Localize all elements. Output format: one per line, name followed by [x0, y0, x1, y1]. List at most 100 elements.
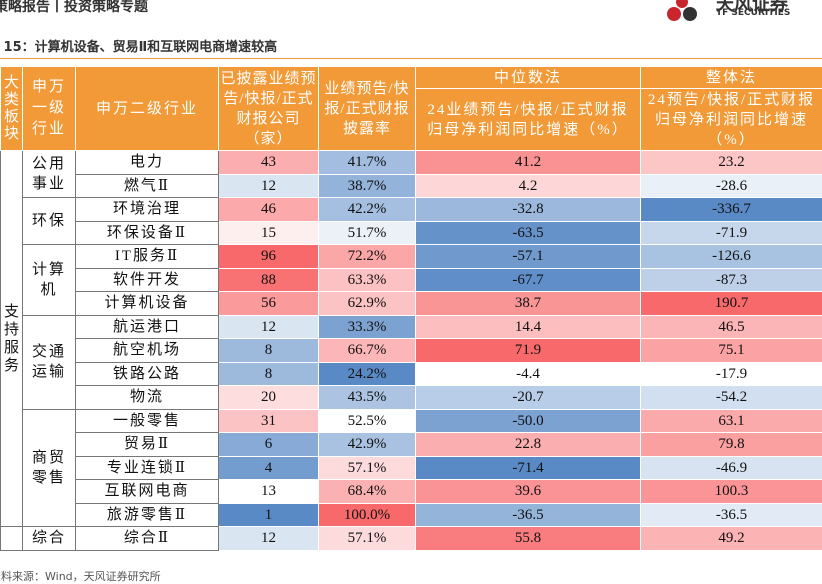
- value-cell: 100.0%: [319, 503, 416, 527]
- header-title: 策略报告丨投资策略专题: [0, 0, 148, 16]
- value-cell: 14.4: [416, 315, 641, 339]
- head-count: 已披露业绩预告/快报/正式财报公司（家）: [219, 67, 319, 151]
- industry-cell: 铁路公路: [76, 362, 219, 386]
- value-cell: 46.5: [641, 315, 822, 339]
- value-cell: 63.1: [641, 409, 822, 433]
- industry-cell: IT服务Ⅱ: [76, 245, 219, 269]
- industry-cell: 环境治理: [76, 198, 219, 222]
- industry-cell: 航空机场: [76, 339, 219, 363]
- value-cell: 42.2%: [319, 198, 416, 222]
- sector-cell: 支持服务: [1, 151, 23, 527]
- value-cell: 100.3: [641, 480, 822, 504]
- value-cell: 4.2: [416, 174, 641, 198]
- industry-cell: 电力: [76, 151, 219, 175]
- value-cell: -71.4: [416, 456, 641, 480]
- value-cell: 6: [219, 433, 319, 457]
- group-cell: 公用事业: [23, 151, 76, 198]
- group-cell: 商贸零售: [23, 409, 76, 527]
- value-cell: -36.5: [641, 503, 822, 527]
- value-cell: -46.9: [641, 456, 822, 480]
- value-cell: 33.3%: [319, 315, 416, 339]
- value-cell: 57.1%: [319, 527, 416, 551]
- value-cell: 62.9%: [319, 292, 416, 316]
- value-cell: 38.7%: [319, 174, 416, 198]
- group-cell: 计算机: [23, 245, 76, 316]
- group-cell: 环保: [23, 198, 76, 245]
- value-cell: -20.7: [416, 386, 641, 410]
- value-cell: 22.8: [416, 433, 641, 457]
- head-level1: 申万一级行业: [23, 67, 76, 151]
- value-cell: -63.5: [416, 221, 641, 245]
- value-cell: 15: [219, 221, 319, 245]
- caption: 图 15：计算机设备、贸易Ⅱ和互联网电商增速较高: [0, 36, 277, 55]
- value-cell: 1: [219, 503, 319, 527]
- value-cell: -4.4: [416, 362, 641, 386]
- industry-cell: 软件开发: [76, 268, 219, 292]
- head-sector: 大类板块: [1, 67, 23, 151]
- head-rate: 业绩预告/快报/正式财报披露率: [319, 67, 416, 151]
- industry-cell: 专业连锁Ⅱ: [76, 456, 219, 480]
- value-cell: 75.1: [641, 339, 822, 363]
- head-median-sub: 24业绩预告/快报/正式财报归母净利润同比增速（%）: [416, 89, 641, 151]
- value-cell: 52.5%: [319, 409, 416, 433]
- value-cell: 38.7: [416, 292, 641, 316]
- value-cell: 12: [219, 315, 319, 339]
- value-cell: 51.7%: [319, 221, 416, 245]
- value-cell: 190.7: [641, 292, 822, 316]
- caption-rule: [0, 58, 822, 59]
- data-table: 大类板块 申万一级行业 申万二级行业 已披露业绩预告/快报/正式财报公司（家） …: [0, 66, 822, 551]
- value-cell: 79.8: [641, 433, 822, 457]
- value-cell: 4: [219, 456, 319, 480]
- value-cell: -126.6: [641, 245, 822, 269]
- value-cell: -32.8: [416, 198, 641, 222]
- value-cell: 8: [219, 339, 319, 363]
- value-cell: 96: [219, 245, 319, 269]
- value-cell: -67.7: [416, 268, 641, 292]
- value-cell: 43: [219, 151, 319, 175]
- value-cell: 63.3%: [319, 268, 416, 292]
- head-overall: 整体法: [641, 67, 822, 89]
- value-cell: 8: [219, 362, 319, 386]
- value-cell: -54.2: [641, 386, 822, 410]
- value-cell: 71.9: [416, 339, 641, 363]
- head-level2: 申万二级行业: [76, 67, 219, 151]
- industry-cell: 环保设备Ⅱ: [76, 221, 219, 245]
- value-cell: 46: [219, 198, 319, 222]
- industry-cell: 互联网电商: [76, 480, 219, 504]
- value-cell: 68.4%: [319, 480, 416, 504]
- value-cell: 23.2: [641, 151, 822, 175]
- value-cell: -36.5: [416, 503, 641, 527]
- logo-sub: TF SECURITIES: [716, 8, 790, 18]
- value-cell: -50.0: [416, 409, 641, 433]
- value-cell: 12: [219, 174, 319, 198]
- value-cell: 88: [219, 268, 319, 292]
- value-cell: 39.6: [416, 480, 641, 504]
- value-cell: 66.7%: [319, 339, 416, 363]
- value-cell: 24.2%: [319, 362, 416, 386]
- value-cell: 72.2%: [319, 245, 416, 269]
- value-cell: 20: [219, 386, 319, 410]
- industry-cell: 燃气Ⅱ: [76, 174, 219, 198]
- industry-cell: 一般零售: [76, 409, 219, 433]
- value-cell: 55.8: [416, 527, 641, 551]
- value-cell: 43.5%: [319, 386, 416, 410]
- value-cell: 13: [219, 480, 319, 504]
